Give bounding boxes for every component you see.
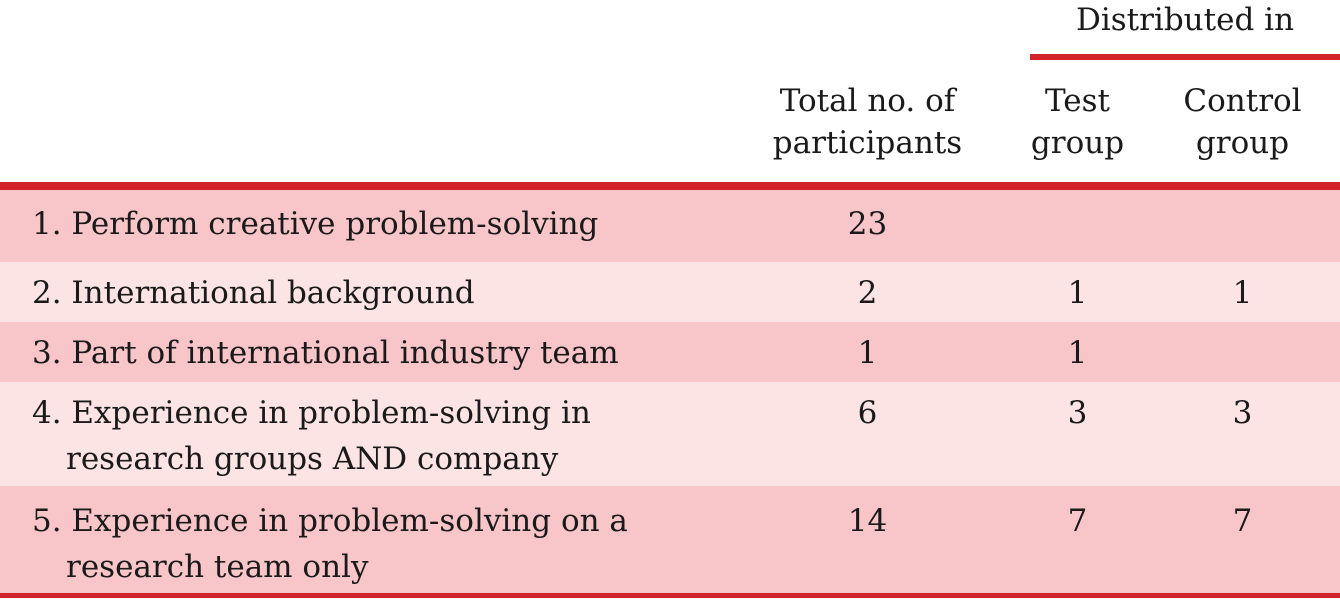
header-control-group: Control group [1183, 83, 1302, 161]
spanner-rule [1030, 54, 1340, 60]
row-label: 1. Perform creative problem-solving [32, 206, 599, 242]
cell-test: 3 [1067, 395, 1088, 431]
cell-control: 1 [1232, 275, 1253, 311]
row-label: 5. Experience in problem-solving on a re… [32, 503, 628, 585]
table-row: 4. Experience in problem-solving in rese… [0, 382, 1340, 486]
cell-test: 7 [1067, 503, 1088, 539]
cell-total: 2 [857, 275, 878, 311]
cell-test: 1 [1067, 275, 1088, 311]
header-total-participants: Total no. of participants [772, 83, 963, 161]
cell-control: 3 [1232, 395, 1253, 431]
header-rule [0, 182, 1340, 190]
bottom-rule [0, 593, 1340, 598]
cell-control: 7 [1232, 503, 1253, 539]
row-label: 2. International background [32, 275, 475, 311]
table-row: 1. Perform creative problem-solving 23 [0, 190, 1340, 262]
cell-total: 1 [857, 335, 878, 371]
cell-total: 14 [847, 503, 888, 539]
cell-test: 1 [1067, 335, 1088, 371]
header-test-group: Test group [1030, 83, 1125, 161]
cell-total: 6 [857, 395, 878, 431]
cell-total: 23 [847, 206, 888, 242]
row-label: 4. Experience in problem-solving in rese… [32, 395, 591, 477]
distributed-in-header: Distributed in [1075, 2, 1295, 38]
table-row: 3. Part of international industry team 1… [0, 322, 1340, 382]
row-label: 3. Part of international industry team [32, 335, 619, 371]
table-row: 2. International background 2 1 1 [0, 262, 1340, 322]
table-row: 5. Experience in problem-solving on a re… [0, 486, 1340, 593]
distributed-in-spanner: Distributed in [1030, 0, 1340, 60]
